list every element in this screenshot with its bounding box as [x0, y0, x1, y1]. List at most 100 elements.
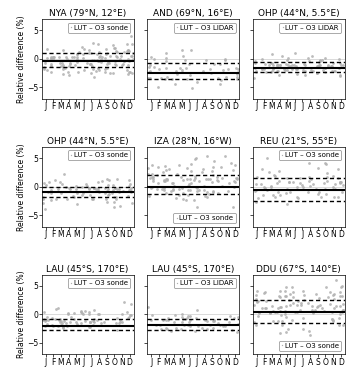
Point: [151, 64, 156, 70]
Point: [151, 56, 156, 62]
Point: [252, 60, 258, 66]
Point: [313, 186, 319, 192]
Point: [95, 65, 101, 71]
Legend: LUT – O3 sonde: LUT – O3 sonde: [279, 150, 341, 160]
Point: [55, 186, 61, 192]
Point: [188, 180, 194, 186]
Point: [180, 185, 185, 191]
Point: [69, 54, 74, 61]
Point: [170, 186, 176, 192]
Point: [324, 178, 330, 184]
Point: [48, 197, 54, 203]
Point: [48, 61, 54, 67]
Point: [91, 307, 97, 314]
Point: [112, 185, 118, 191]
Point: [186, 319, 191, 325]
Point: [259, 181, 264, 187]
Point: [82, 308, 87, 314]
Point: [321, 180, 327, 186]
Point: [332, 181, 338, 187]
Point: [161, 185, 167, 191]
Point: [234, 328, 239, 335]
Point: [90, 317, 96, 323]
Point: [264, 187, 269, 194]
Point: [97, 53, 103, 59]
Point: [95, 58, 101, 64]
Point: [165, 176, 170, 182]
Point: [256, 311, 261, 317]
Point: [172, 81, 178, 87]
Y-axis label: Relative difference (%): Relative difference (%): [17, 15, 26, 103]
Point: [295, 298, 301, 304]
Point: [285, 55, 291, 61]
Point: [164, 190, 169, 197]
Point: [79, 184, 85, 190]
Point: [337, 180, 342, 186]
Point: [210, 163, 216, 170]
Point: [163, 65, 168, 71]
Point: [96, 42, 101, 48]
Point: [187, 72, 192, 78]
Point: [337, 60, 342, 66]
Point: [53, 196, 59, 202]
Point: [155, 164, 160, 170]
Point: [102, 54, 108, 61]
Point: [119, 311, 124, 317]
Point: [58, 322, 64, 328]
Point: [80, 311, 86, 317]
Point: [71, 194, 77, 200]
Point: [201, 187, 207, 193]
Point: [40, 317, 46, 323]
Point: [48, 63, 54, 69]
Point: [227, 319, 232, 325]
Point: [106, 59, 112, 66]
Point: [110, 42, 116, 48]
Point: [331, 68, 337, 74]
Point: [323, 65, 328, 71]
Point: [294, 194, 300, 200]
Point: [158, 75, 164, 81]
Point: [158, 326, 164, 332]
Point: [337, 322, 342, 328]
Point: [331, 291, 337, 297]
Point: [193, 314, 199, 320]
Point: [328, 64, 333, 70]
Point: [278, 312, 284, 318]
Point: [174, 325, 179, 331]
Point: [125, 67, 130, 73]
Point: [279, 53, 284, 59]
Point: [251, 75, 257, 81]
Point: [277, 192, 283, 198]
Point: [331, 194, 337, 200]
Point: [121, 299, 127, 305]
Point: [271, 318, 276, 324]
Point: [55, 305, 61, 311]
Point: [204, 189, 209, 195]
Point: [335, 175, 341, 181]
Point: [180, 195, 186, 202]
Point: [254, 298, 259, 304]
Point: [111, 199, 117, 205]
Legend: LUT – O3 sonde: LUT – O3 sonde: [68, 150, 130, 160]
Point: [283, 293, 288, 299]
Point: [336, 315, 341, 321]
Point: [251, 319, 257, 325]
Point: [41, 65, 47, 71]
Point: [297, 307, 302, 313]
Point: [169, 76, 175, 82]
Point: [174, 67, 179, 74]
Point: [59, 181, 65, 187]
Point: [284, 67, 290, 73]
Point: [307, 178, 312, 184]
Point: [68, 186, 73, 192]
Point: [181, 178, 186, 184]
Point: [92, 185, 97, 191]
Point: [338, 62, 343, 68]
Point: [169, 180, 175, 186]
Point: [87, 50, 92, 56]
Point: [80, 190, 85, 196]
Point: [129, 200, 135, 206]
Point: [267, 310, 273, 316]
Point: [112, 185, 118, 191]
Point: [234, 174, 239, 181]
